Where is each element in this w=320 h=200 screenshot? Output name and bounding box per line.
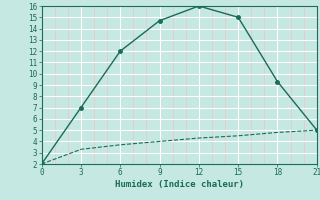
X-axis label: Humidex (Indice chaleur): Humidex (Indice chaleur)	[115, 180, 244, 189]
